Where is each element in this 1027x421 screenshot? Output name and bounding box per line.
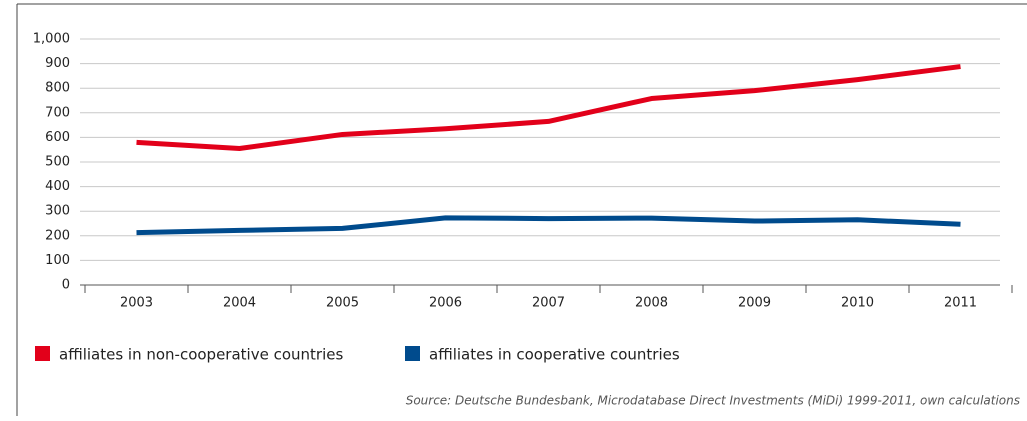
series-line xyxy=(136,64,961,151)
series-line xyxy=(136,215,961,236)
y-tick-label: 800 xyxy=(45,81,70,96)
y-tick-label: 300 xyxy=(45,204,70,219)
x-tick-label: 2009 xyxy=(738,296,771,311)
x-tick-label: 2010 xyxy=(841,296,874,311)
y-tick-label: 400 xyxy=(45,179,70,194)
x-tick-label: 2004 xyxy=(223,296,256,311)
y-tick-label: 0 xyxy=(62,278,70,293)
legend-label: affiliates in cooperative countries xyxy=(429,346,680,364)
y-tick-label: 200 xyxy=(45,228,70,243)
y-tick-label: 700 xyxy=(45,105,70,120)
y-tick-label: 500 xyxy=(45,155,70,170)
y-tick-label: 1,000 xyxy=(33,32,70,47)
x-tick-label: 2005 xyxy=(326,296,359,311)
y-tick-label: 600 xyxy=(45,130,70,145)
x-tick-label: 2007 xyxy=(532,296,565,311)
legend-label: affiliates in non-cooperative countries xyxy=(59,346,343,364)
y-tick-label: 900 xyxy=(45,56,70,71)
legend-swatch xyxy=(405,346,420,361)
legend-swatch xyxy=(35,346,50,361)
x-tick-label: 2008 xyxy=(635,296,668,311)
x-tick-label: 2011 xyxy=(944,296,977,311)
x-tick-label: 2003 xyxy=(120,296,153,311)
source-note: Source: Deutsche Bundesbank, Microdataba… xyxy=(406,394,1020,408)
y-tick-label: 100 xyxy=(45,253,70,268)
x-tick-label: 2006 xyxy=(429,296,462,311)
